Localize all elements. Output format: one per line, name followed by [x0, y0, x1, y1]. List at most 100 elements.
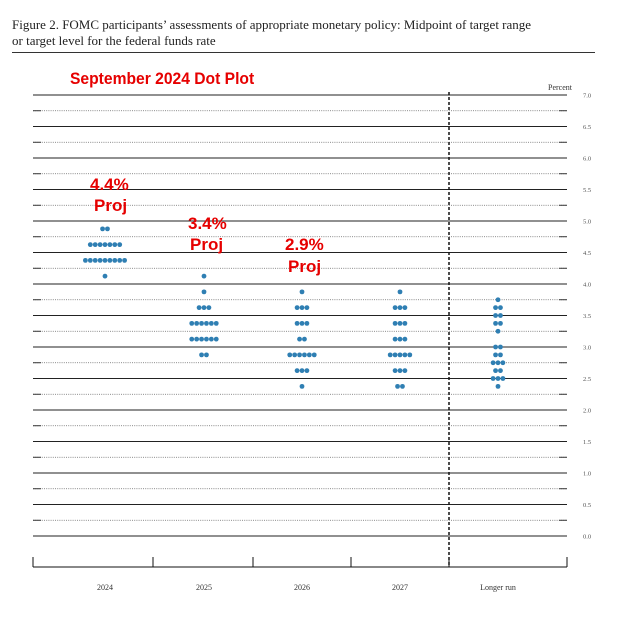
dot [304, 305, 310, 311]
y-tick-label: 3.0 [583, 344, 591, 351]
y-tick-label: 3.5 [583, 313, 591, 320]
dot [387, 352, 393, 358]
dot [490, 376, 496, 381]
annotation-label: Proj [288, 257, 321, 276]
y-tick-label: 5.0 [583, 218, 591, 225]
caption-line-1: Figure 2. FOMC participants’ assessments… [12, 17, 532, 32]
dot [498, 352, 503, 358]
caption-line-2: or target level for the federal funds ra… [12, 33, 216, 48]
dot [402, 305, 408, 311]
annotation-label: 2.9% [285, 235, 324, 254]
dot [107, 257, 113, 263]
dot [407, 352, 413, 358]
dot [201, 289, 207, 295]
dot [402, 368, 408, 374]
y-tick-label: 5.5 [583, 187, 591, 194]
annotation-label: 4.4% [90, 175, 129, 194]
y-tick-label: 1.5 [583, 439, 591, 446]
dot [299, 305, 305, 311]
dot [194, 320, 200, 326]
dot [213, 320, 219, 326]
dot [292, 352, 298, 358]
dot [204, 352, 209, 358]
dot [402, 320, 408, 326]
dot [92, 257, 98, 263]
y-tick-label: 7.0 [583, 92, 591, 99]
dot [201, 273, 207, 279]
y-tick-label: 2.5 [583, 376, 591, 383]
dot [306, 352, 312, 358]
dot [112, 257, 118, 263]
dot [299, 289, 305, 295]
dot [395, 383, 400, 389]
dot [392, 368, 398, 374]
chart-title: September 2024 Dot Plot [70, 69, 255, 88]
x-tick-label: 2025 [196, 583, 212, 592]
dot [402, 352, 408, 358]
y-tick-label: 6.0 [583, 155, 591, 162]
dot [199, 352, 204, 358]
annotation-label: Proj [190, 235, 223, 254]
dot [117, 242, 123, 248]
dot [498, 313, 503, 318]
dot [500, 376, 506, 381]
dot [199, 336, 204, 342]
dot [297, 352, 302, 358]
dot [213, 336, 219, 342]
x-tick-label: Longer run [480, 583, 516, 592]
dot [495, 383, 501, 389]
dot [97, 257, 103, 263]
dot [294, 320, 300, 326]
dot [495, 376, 501, 381]
dot [498, 344, 503, 350]
dot [287, 352, 293, 358]
dot [201, 305, 207, 311]
dot [495, 360, 501, 366]
dot [493, 352, 498, 358]
dot [397, 368, 403, 374]
dot [102, 242, 108, 248]
dot [392, 305, 398, 311]
dot [400, 383, 405, 389]
y-tick-label: 0.5 [583, 502, 591, 509]
dot [194, 336, 200, 342]
dot [392, 336, 398, 342]
dot [493, 368, 498, 374]
dot [97, 242, 103, 248]
dot [100, 226, 105, 232]
dot [304, 320, 310, 326]
dot [311, 352, 317, 358]
dot [397, 305, 403, 311]
dot [189, 336, 195, 342]
dot [498, 320, 503, 326]
dot [102, 257, 108, 263]
y-tick-label: 1.0 [583, 470, 591, 477]
dot [294, 305, 300, 311]
dot [196, 305, 202, 311]
dot [117, 257, 123, 263]
annotation-label: Proj [94, 196, 127, 215]
dot [112, 242, 118, 248]
dot [397, 352, 403, 358]
dot [302, 336, 307, 342]
dot [397, 336, 403, 342]
dot [87, 257, 93, 263]
dot [302, 352, 307, 358]
dot [107, 242, 113, 248]
dot [498, 368, 503, 374]
dot [304, 368, 310, 374]
dot [490, 360, 496, 366]
dot [493, 344, 498, 350]
dot [189, 320, 195, 326]
dot [199, 320, 204, 326]
dot [208, 320, 214, 326]
dot [299, 383, 305, 389]
dot [498, 305, 503, 311]
dot [92, 242, 98, 248]
caption-rule [12, 52, 595, 53]
dot [208, 336, 214, 342]
dot [204, 336, 209, 342]
y-axis-label: Percent [548, 83, 573, 92]
annotation-label: 3.4% [188, 214, 227, 233]
